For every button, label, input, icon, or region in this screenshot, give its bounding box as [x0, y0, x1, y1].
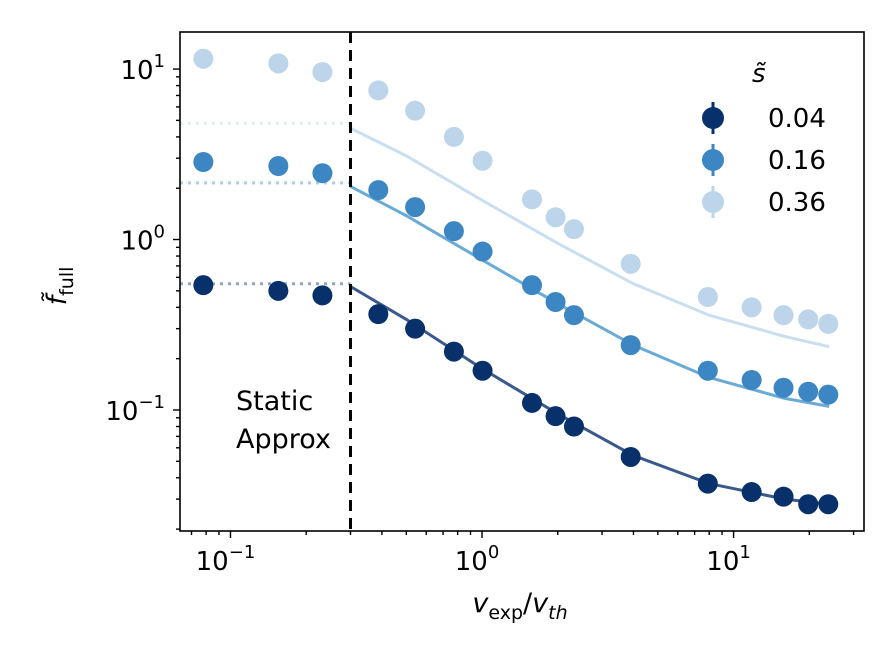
point-0.16-3 [368, 180, 389, 201]
legend-label-0.36: 0.36 [768, 188, 826, 218]
legend: s̃ 0.04 0.16 0.36 [702, 59, 826, 218]
y-tick-label-exp: 0 [154, 222, 165, 243]
y-tick-label-base: 10 [120, 56, 153, 86]
legend-marker-0.36 [702, 191, 724, 213]
y-axis-label: f̃full [41, 267, 78, 306]
point-0.16-0 [193, 151, 214, 172]
point-0.36-14 [798, 309, 819, 330]
point-0.36-7 [521, 189, 542, 210]
point-0.04-15 [818, 494, 839, 515]
legend-label-0.04: 0.04 [768, 104, 826, 134]
y-tick-label-0: 10−1 [105, 392, 165, 427]
x-tick-label-base: 10 [455, 547, 488, 577]
point-0.04-5 [443, 341, 464, 362]
point-0.16-9 [563, 305, 584, 326]
point-0.36-10 [620, 253, 641, 274]
y-tick-label-2: 101 [120, 51, 165, 86]
x-tick-label-1: 100 [455, 542, 500, 577]
point-0.36-3 [368, 80, 389, 101]
point-0.36-5 [443, 126, 464, 147]
point-0.36-1 [268, 53, 289, 74]
fit-line-0.04 [349, 285, 830, 506]
legend-marker-0.16 [702, 149, 724, 171]
point-0.36-6 [472, 150, 493, 171]
fit-lines [349, 126, 830, 506]
point-0.04-9 [563, 416, 584, 437]
x-tick-label-base: 10 [196, 547, 229, 577]
point-0.36-12 [741, 297, 762, 318]
point-0.16-1 [268, 155, 289, 176]
point-0.36-0 [193, 48, 214, 69]
x-tick-label-base: 10 [706, 547, 739, 577]
x-tick-label-exp: −1 [229, 542, 256, 563]
y-tick-label-exp: 1 [154, 51, 165, 72]
x-axis-label: vexp/vth [472, 588, 567, 624]
point-0.04-7 [521, 392, 542, 413]
static-level-lines [180, 121, 351, 286]
point-0.04-4 [405, 318, 426, 339]
annotation-line-1: Static [236, 386, 313, 417]
point-0.04-8 [545, 406, 566, 427]
point-0.04-14 [798, 494, 819, 515]
point-0.16-5 [443, 221, 464, 242]
y-tick-label-base: 10 [120, 227, 153, 257]
y-tick-label-exp: −1 [138, 392, 165, 413]
xlabel-sub1: exp [488, 602, 523, 624]
annotation-line-2: Approx [236, 424, 331, 455]
point-0.36-9 [563, 219, 584, 240]
xlabel-sep: / [523, 588, 533, 619]
point-0.16-13 [773, 377, 794, 398]
point-0.16-11 [697, 360, 718, 381]
point-0.36-4 [405, 100, 426, 121]
point-0.36-2 [312, 62, 333, 83]
point-0.36-15 [818, 313, 839, 334]
point-0.04-0 [193, 275, 214, 296]
point-0.16-6 [472, 241, 493, 262]
point-0.16-4 [405, 197, 426, 218]
point-0.36-13 [773, 305, 794, 326]
point-0.04-2 [312, 285, 333, 306]
point-0.16-14 [798, 381, 819, 402]
y-tick-label-base: 10 [105, 397, 138, 427]
point-0.16-12 [741, 369, 762, 390]
point-0.04-11 [697, 473, 718, 494]
point-0.04-6 [472, 360, 493, 381]
ylabel-sub: full [56, 267, 78, 296]
x-tick-label-exp: 0 [488, 542, 499, 563]
x-tick-label-2: 101 [706, 542, 751, 577]
x-tick-label-0: 10−1 [196, 542, 256, 577]
point-0.04-13 [773, 486, 794, 507]
point-0.16-2 [312, 163, 333, 184]
point-0.04-1 [268, 280, 289, 301]
point-0.36-8 [545, 207, 566, 228]
fit-line-0.16 [349, 185, 830, 408]
point-0.16-15 [818, 384, 839, 405]
point-0.04-3 [368, 304, 389, 325]
point-0.04-12 [741, 482, 762, 503]
xlabel-sub2: th [548, 602, 568, 624]
point-0.16-7 [521, 275, 542, 296]
point-0.16-8 [545, 292, 566, 313]
y-tick-label-1: 100 [120, 222, 165, 257]
legend-marker-0.04 [702, 107, 724, 129]
data-points [193, 48, 839, 515]
plot-frame [179, 31, 865, 532]
legend-label-0.16: 0.16 [768, 146, 826, 176]
legend-title: s̃ [752, 59, 766, 89]
xlabel-main2: v [532, 588, 549, 619]
xlabel-main: v [472, 588, 489, 619]
fit-line-0.36 [349, 126, 830, 349]
point-0.04-10 [620, 446, 641, 467]
point-0.16-10 [620, 335, 641, 356]
point-0.36-11 [697, 287, 718, 308]
x-tick-label-exp: 1 [739, 542, 750, 563]
